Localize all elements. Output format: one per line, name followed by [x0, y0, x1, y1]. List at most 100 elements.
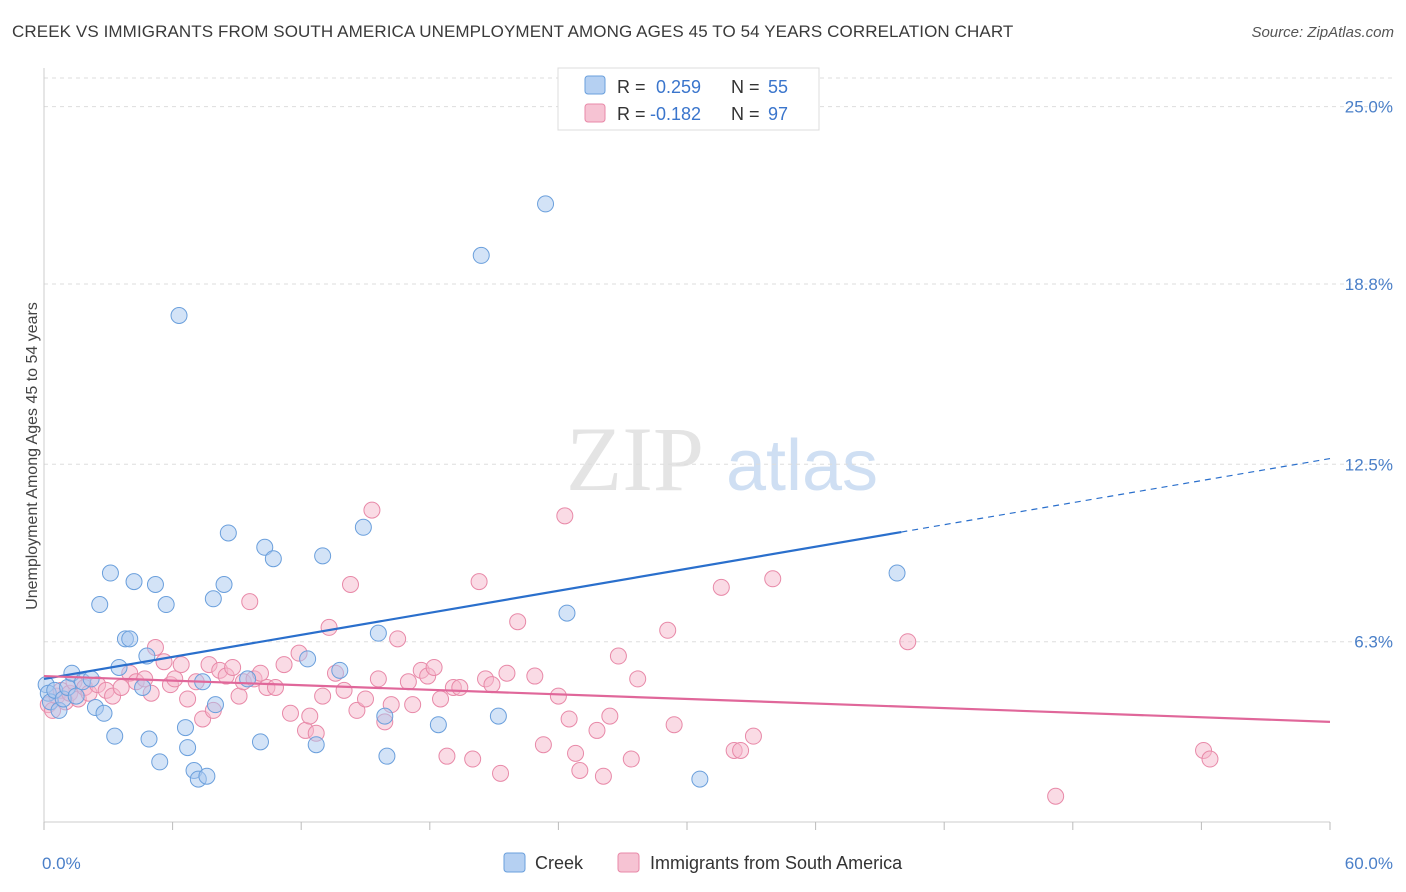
creek-point [307, 736, 325, 754]
immigrant-point [659, 621, 677, 639]
legend-series-creek-swatch [503, 852, 526, 873]
y-tick-labels: 6.3% 12.5% 18.8% 25.0% [1345, 98, 1393, 652]
creek-point [354, 518, 372, 536]
creek-point [331, 661, 349, 679]
immigrant-point [230, 687, 248, 705]
immigrant-point [899, 633, 917, 651]
creek-point [95, 704, 113, 722]
immigrant-point [389, 630, 407, 648]
creek-point [314, 547, 332, 565]
legend-immig-swatch [584, 103, 606, 123]
creek-point [888, 564, 906, 582]
immigrant-point [166, 670, 184, 688]
watermark-atlas: atlas [726, 426, 878, 506]
grid [44, 77, 1392, 643]
immigrant-point [320, 618, 338, 636]
creek-point [67, 687, 85, 705]
y-axis-label: Unemployment Among Ages 45 to 54 years [24, 302, 41, 610]
immigrant-point [357, 690, 374, 708]
immigrant-point [112, 679, 130, 697]
immigrant-point [369, 670, 387, 688]
legend-creek-r-value: 0.259 [656, 77, 701, 97]
y-tick-label: 6.3% [1354, 633, 1393, 652]
immigrant-point [556, 507, 574, 525]
legend-creek-swatch [584, 75, 606, 95]
creek-point [151, 753, 169, 771]
creek-point [429, 716, 447, 734]
legend-creek-n-label: N = [731, 77, 760, 97]
immigrant-point [335, 681, 353, 699]
immigrant-point [348, 701, 366, 719]
legend-immig-n-value: 97 [768, 104, 788, 124]
creek-point [215, 575, 233, 593]
legend-series-creek-label: Creek [535, 853, 584, 873]
creek-point [489, 707, 507, 725]
creek-point [206, 696, 224, 714]
immigrant-point [498, 664, 516, 682]
creek-point [256, 538, 274, 556]
immigrant-point [438, 747, 456, 765]
creek-point [125, 573, 143, 591]
creek-point [558, 604, 576, 622]
immigrant-point [588, 721, 606, 739]
legend-creek-r-label: R = [617, 77, 646, 97]
x-tick-label-max: 60.0% [1345, 854, 1393, 873]
chart-title: CREEK VS IMMIGRANTS FROM SOUTH AMERICA U… [12, 22, 1014, 41]
immigrant-point [172, 656, 190, 674]
immigrant-point [492, 764, 510, 782]
immigrant-point [622, 750, 640, 768]
immigrant-point [732, 741, 750, 759]
immigrant-trend-line [43, 674, 1331, 723]
creek-point [251, 733, 269, 751]
creek-point [198, 767, 216, 785]
legend-series-immig-label: Immigrants from South America [650, 853, 903, 873]
immigrant-point [451, 679, 469, 697]
creek-point [146, 575, 164, 593]
immigrant-point [764, 570, 782, 588]
y-tick-label: 12.5% [1345, 455, 1393, 474]
immigrant-point [526, 667, 544, 685]
creek-trend-extension [901, 457, 1331, 533]
creek-point [369, 624, 387, 642]
immigrant-point [1047, 787, 1065, 805]
creek-point [691, 770, 709, 788]
immigrant-point [470, 573, 488, 591]
immigrant-point [399, 673, 417, 691]
legend-immig-r-label: R = [617, 104, 646, 124]
immigrant-point [594, 767, 612, 785]
immigrant-point [314, 687, 332, 705]
immigrant-point [266, 679, 284, 697]
immigrant-point [509, 613, 527, 631]
immigrant-point [464, 750, 482, 768]
legend-series-immig-swatch [617, 852, 640, 873]
immigrant-point [155, 653, 173, 671]
immigrant-point [629, 670, 647, 688]
chart-source: Source: ZipAtlas.com [1251, 24, 1394, 41]
immigrant-point [275, 656, 293, 674]
immigrant-point [601, 707, 619, 725]
immigrant-point [712, 578, 730, 596]
watermark: ZIP atlas [566, 408, 878, 510]
creek-point [378, 747, 396, 765]
legend-series: Creek Immigrants from South America [503, 852, 903, 873]
creek-point [101, 564, 119, 582]
immigrant-point [432, 690, 450, 708]
immigrant-point [241, 593, 259, 611]
immigrant-point [560, 710, 578, 728]
creek-point [472, 246, 490, 264]
immigrant-point [567, 744, 585, 762]
creek-trend-line [43, 530, 902, 681]
immigrant-point [363, 501, 381, 519]
immigrant-point [744, 727, 762, 745]
x-tick-label-min: 0.0% [42, 854, 81, 873]
creek-point [106, 727, 124, 745]
legend-immig-r-value: -0.182 [650, 104, 701, 124]
immigrant-point [549, 687, 567, 705]
creek-point [264, 550, 282, 568]
immigrant-point [179, 690, 197, 708]
creek-point [219, 524, 237, 542]
immigrant-point [483, 676, 501, 694]
immigrant-point [534, 736, 552, 754]
creek-point [121, 630, 139, 648]
creek-point [157, 596, 175, 614]
